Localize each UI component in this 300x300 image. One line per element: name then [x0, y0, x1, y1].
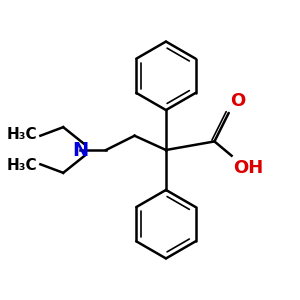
- Text: O: O: [230, 92, 245, 110]
- Text: N: N: [72, 140, 88, 160]
- Text: H₃C: H₃C: [7, 127, 38, 142]
- Text: OH: OH: [233, 159, 263, 177]
- Text: H₃C: H₃C: [7, 158, 38, 173]
